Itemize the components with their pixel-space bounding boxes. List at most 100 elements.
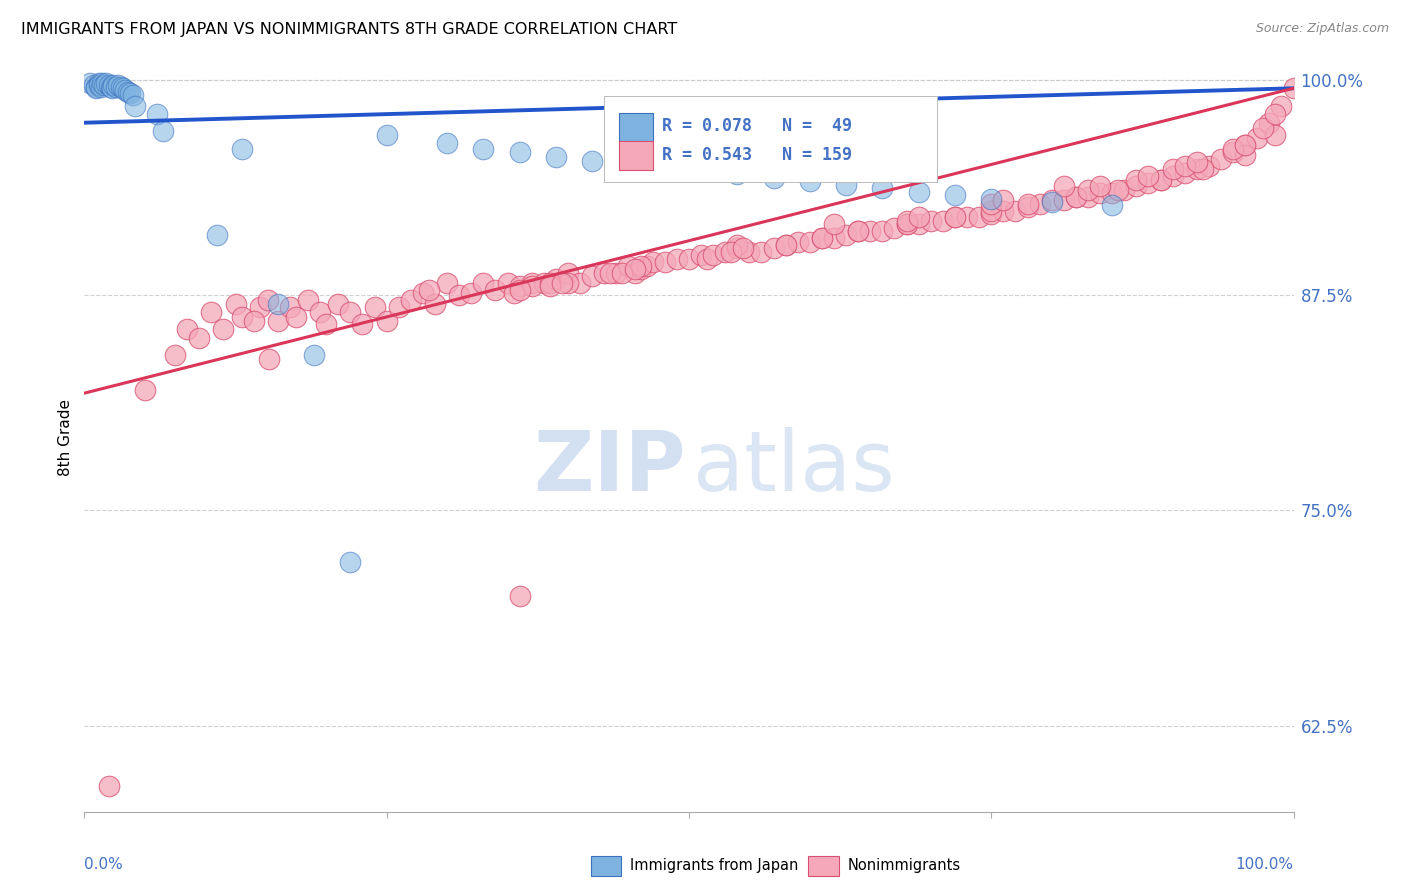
Point	[1222, 145, 1244, 159]
Point	[907, 211, 929, 225]
Point	[1234, 138, 1257, 153]
Point	[101, 81, 124, 95]
Point	[94, 76, 117, 90]
Point	[176, 322, 198, 336]
Point	[872, 224, 894, 238]
Point	[352, 318, 374, 332]
Point	[823, 231, 845, 245]
Point	[363, 300, 385, 314]
Point	[846, 224, 869, 238]
Point	[1185, 155, 1208, 169]
Text: IMMIGRANTS FROM JAPAN VS NONIMMIGRANTS 8TH GRADE CORRELATION CHART: IMMIGRANTS FROM JAPAN VS NONIMMIGRANTS 8…	[21, 22, 678, 37]
Point	[339, 555, 361, 569]
Point	[943, 188, 966, 202]
Point	[605, 266, 627, 280]
Point	[134, 383, 156, 397]
Point	[725, 242, 748, 256]
Text: Source: ZipAtlas.com: Source: ZipAtlas.com	[1256, 22, 1389, 36]
Point	[315, 318, 337, 332]
Point	[423, 296, 446, 310]
Point	[823, 218, 845, 232]
Point	[375, 128, 398, 142]
Point	[388, 300, 411, 314]
Point	[1017, 200, 1039, 214]
Point	[509, 279, 531, 293]
Point	[883, 220, 905, 235]
Point	[86, 79, 108, 94]
Point	[297, 293, 319, 307]
Point	[225, 296, 247, 310]
Point	[1004, 203, 1026, 218]
Point	[91, 76, 114, 90]
Point	[509, 145, 531, 159]
Point	[775, 238, 797, 252]
Point	[1246, 131, 1268, 145]
Point	[1125, 179, 1147, 194]
Point	[460, 286, 482, 301]
Point	[1258, 116, 1281, 130]
Point	[1270, 98, 1292, 112]
Point	[1209, 152, 1232, 166]
Point	[121, 88, 143, 103]
Point	[231, 310, 253, 325]
Point	[117, 85, 139, 99]
Point	[569, 276, 592, 290]
Bar	[619, 112, 652, 141]
Point	[1161, 169, 1184, 183]
Point	[1101, 198, 1123, 212]
Point	[1040, 194, 1063, 209]
Point	[1174, 166, 1197, 180]
Point	[436, 276, 458, 290]
Point	[472, 276, 495, 290]
Point	[720, 244, 742, 259]
Point	[200, 305, 222, 319]
Point	[696, 252, 718, 266]
Point	[110, 79, 132, 94]
Point	[1264, 107, 1286, 121]
Point	[544, 150, 567, 164]
Point	[257, 293, 280, 307]
Point	[1174, 159, 1197, 173]
Point	[733, 242, 755, 256]
Point	[943, 211, 966, 225]
Point	[980, 196, 1002, 211]
Point	[399, 293, 422, 307]
Point	[1017, 196, 1039, 211]
Point	[702, 248, 724, 262]
Point	[1149, 172, 1171, 186]
Point	[725, 168, 748, 182]
Point	[690, 164, 713, 178]
Text: Immigrants from Japan: Immigrants from Japan	[630, 858, 799, 872]
Point	[738, 244, 761, 259]
Point	[83, 78, 105, 92]
Point	[980, 192, 1002, 206]
Point	[538, 276, 561, 290]
Point	[846, 224, 869, 238]
Point	[654, 255, 676, 269]
Point	[97, 78, 120, 92]
Point	[980, 203, 1002, 218]
Point	[896, 218, 918, 232]
Point	[212, 322, 235, 336]
Point	[811, 231, 834, 245]
Point	[1077, 183, 1099, 197]
Point	[165, 348, 187, 362]
Point	[1282, 81, 1305, 95]
Point	[896, 214, 918, 228]
Point	[1028, 196, 1050, 211]
Point	[932, 214, 955, 228]
Point	[242, 314, 264, 328]
Point	[309, 305, 332, 319]
Point	[90, 79, 112, 94]
Point	[775, 238, 797, 252]
Point	[231, 142, 253, 156]
Point	[799, 174, 821, 188]
Point	[630, 262, 652, 277]
Point	[835, 178, 858, 192]
Point	[472, 142, 495, 156]
Point	[1101, 186, 1123, 201]
Point	[1053, 193, 1076, 207]
Point	[599, 266, 621, 280]
Point	[1088, 179, 1111, 194]
Point	[993, 193, 1015, 207]
